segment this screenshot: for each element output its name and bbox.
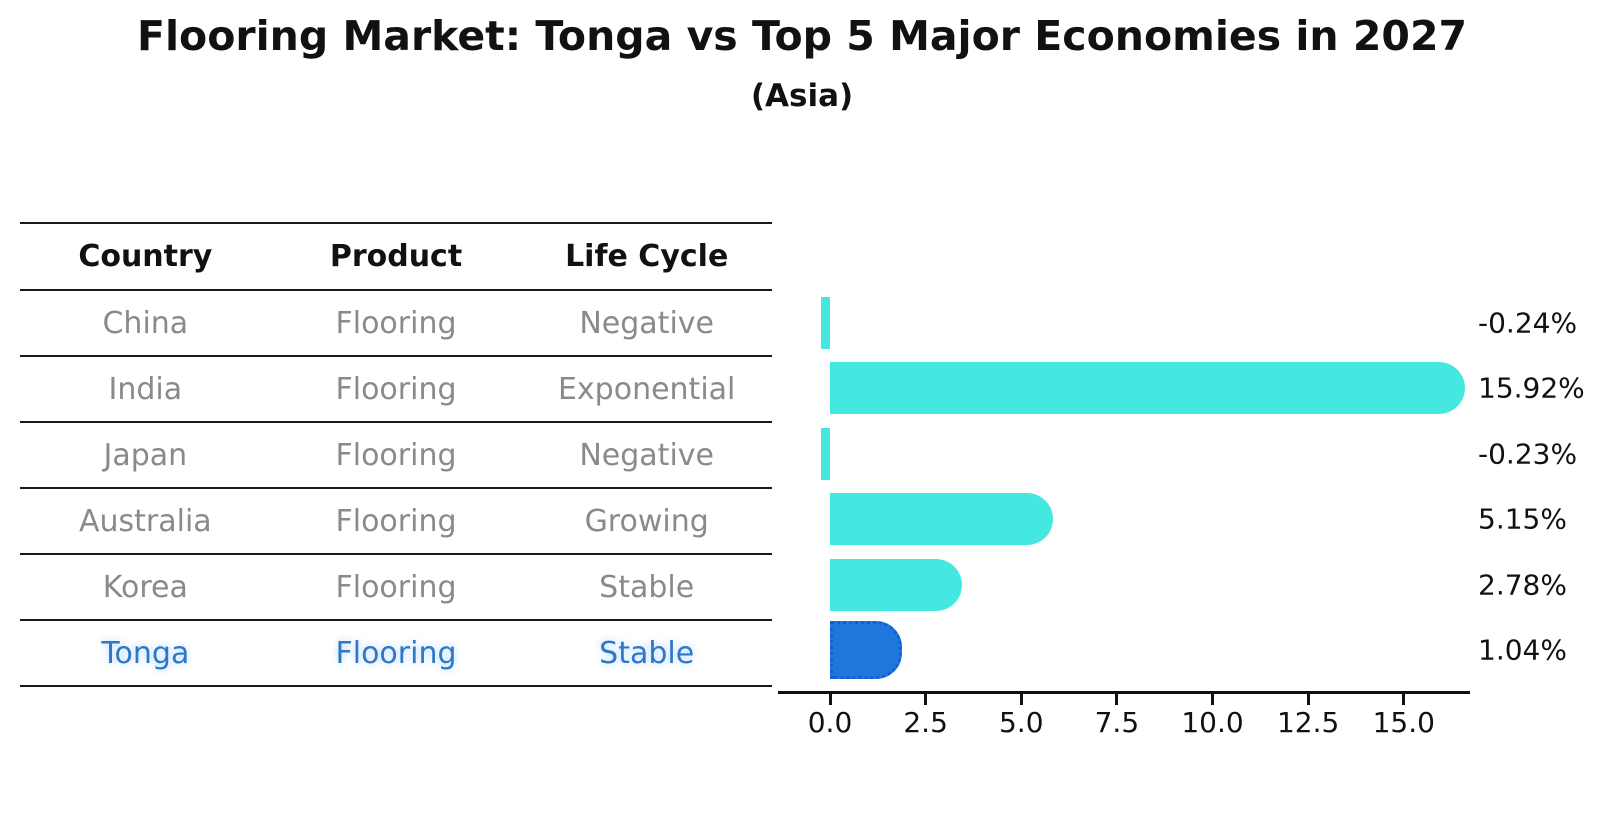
table-row: Australia Flooring Growing: [20, 489, 772, 555]
table-cell-product: Flooring: [335, 305, 457, 341]
x-tick-label: 5.0: [998, 706, 1044, 739]
column-header-country: Country: [78, 239, 213, 274]
table-body: China Flooring Negative India Flooring Expone…: [20, 291, 772, 687]
data-table: Country Product Life Cycle China Flooring…: [20, 222, 772, 687]
table-header-row: Country Product Life Cycle: [20, 222, 772, 291]
table-cell-country: China: [102, 305, 189, 341]
table-cell-country: Tonga: [101, 635, 190, 671]
table-cell-product: Flooring: [335, 503, 457, 539]
bar-korea: [830, 558, 963, 611]
bar-india: [830, 362, 1465, 415]
value-label-australia: 5.15%: [1478, 502, 1567, 536]
table-cell-country: India: [108, 371, 183, 407]
x-axis-line: [778, 691, 1470, 694]
table-cell-life-cycle: Negative: [579, 305, 714, 341]
table-cell-product: Flooring: [335, 635, 457, 671]
x-tick: [1211, 694, 1214, 705]
table-cell-country: Korea: [102, 569, 188, 605]
table-cell-life-cycle: Stable: [599, 569, 695, 605]
x-tick: [1402, 694, 1406, 705]
x-tick: [1115, 694, 1119, 705]
table-cell-life-cycle: Stable: [599, 635, 695, 671]
table-row: China Flooring Negative: [20, 291, 772, 357]
x-tick: [1306, 694, 1310, 705]
table-cell-life-cycle: Growing: [584, 503, 709, 539]
x-tick: [828, 694, 832, 705]
x-tick-label: 7.5: [1094, 706, 1140, 739]
table-row: Japan Flooring Negative: [20, 423, 772, 489]
x-tick-label: 0.0: [807, 706, 853, 739]
x-tick: [1019, 694, 1023, 705]
x-tick-label: 10.0: [1181, 706, 1244, 739]
value-label-india: 15.92%: [1478, 371, 1585, 405]
table-cell-product: Flooring: [335, 437, 457, 473]
bar-japan: [821, 427, 830, 480]
bar-tonga: [830, 621, 902, 679]
column-header-product: Product: [329, 239, 463, 274]
x-tick-label: 15.0: [1372, 706, 1435, 739]
table-cell-life-cycle: Negative: [579, 437, 714, 473]
chart-title: Flooring Market: Tonga vs Top 5 Major Ec…: [137, 12, 1467, 60]
table-cell-life-cycle: Exponential: [557, 371, 736, 407]
table-cell-product: Flooring: [335, 569, 457, 605]
x-tick-label: 12.5: [1276, 706, 1340, 739]
table-row: Tonga Flooring Stable: [20, 621, 772, 687]
value-label-japan: -0.23%: [1478, 437, 1578, 471]
table-row: Korea Flooring Stable: [20, 555, 772, 621]
value-label-tonga: 1.04%: [1478, 633, 1567, 667]
x-tick-label: 2.5: [903, 706, 948, 739]
x-tick: [924, 694, 928, 705]
table-row: India Flooring Exponential: [20, 357, 772, 423]
table-cell-product: Flooring: [335, 371, 457, 407]
value-label-korea: 2.78%: [1478, 568, 1567, 602]
value-label-china: -0.24%: [1478, 306, 1578, 340]
chart-subtitle: (Asia): [750, 78, 854, 114]
bar-australia: [830, 493, 1053, 546]
column-header-life-cycle: Life Cycle: [565, 239, 729, 274]
table-cell-country: Australia: [78, 503, 212, 539]
table-cell-country: Japan: [103, 437, 188, 473]
bar-china: [820, 297, 830, 349]
